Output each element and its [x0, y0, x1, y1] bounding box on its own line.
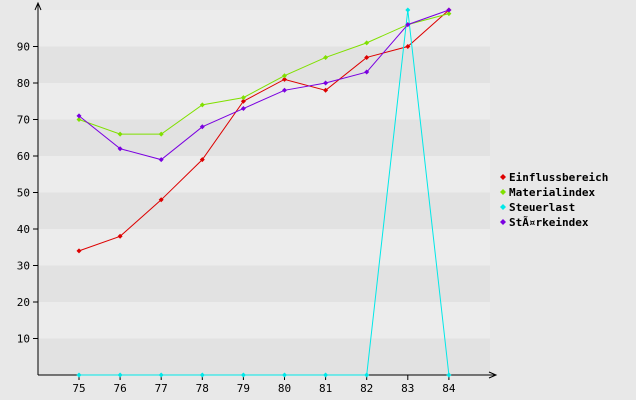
y-tick-label: 70	[17, 114, 30, 127]
legend-label: Steuerlast	[509, 201, 575, 214]
grid-band	[38, 156, 490, 193]
grid-band	[38, 10, 490, 47]
y-axis: 10 20 30 40 50 60 70 80 90	[17, 1, 42, 375]
x-tick-label: 76	[113, 382, 126, 395]
data-point	[446, 11, 452, 17]
series-line	[78, 13, 450, 135]
data-point	[364, 40, 370, 46]
data-point	[282, 372, 287, 378]
series-steuerlast	[76, 7, 452, 378]
data-point	[240, 372, 246, 378]
x-tick-label: 83	[401, 382, 414, 395]
series-line	[78, 9, 450, 161]
y-tick-label: 10	[17, 333, 30, 346]
grid-band	[38, 83, 490, 120]
data-point	[199, 372, 205, 378]
y-tick-label: 50	[17, 187, 30, 200]
data-point	[364, 54, 370, 60]
data-point	[117, 233, 123, 239]
plot-background-bands	[38, 10, 490, 375]
data-point	[76, 113, 82, 119]
data-point	[76, 372, 82, 378]
legend-item: Einflussbereich	[500, 171, 608, 184]
x-tick-label: 77	[155, 382, 168, 395]
legend: Einflussbereich Materialindex Steuerlast St…	[500, 171, 608, 229]
data-point	[282, 87, 287, 93]
data-point	[199, 157, 205, 163]
grid-band	[38, 229, 490, 266]
data-point	[405, 7, 411, 13]
grid-band	[38, 265, 490, 302]
data-point	[117, 131, 123, 137]
series-materialindex	[76, 11, 452, 137]
y-tick-label: 90	[17, 41, 30, 54]
x-tick-label: 82	[360, 382, 373, 395]
legend-item: Materialindex	[500, 186, 595, 199]
data-point	[158, 131, 164, 137]
data-point	[323, 80, 329, 86]
series-st-rkeindex	[76, 7, 452, 163]
legend-marker	[500, 219, 506, 225]
y-tick-label: 20	[17, 296, 30, 309]
data-point	[405, 44, 411, 49]
x-tick-label: 78	[196, 382, 209, 395]
data-point	[240, 106, 246, 112]
data-point	[158, 372, 164, 378]
series-line	[79, 9, 450, 376]
legend-marker	[500, 204, 506, 210]
grid-band	[38, 302, 490, 339]
legend-label: Einflussbereich	[509, 171, 608, 184]
y-tick-label: 40	[17, 223, 30, 236]
data-point	[76, 248, 82, 254]
data-point	[446, 372, 452, 378]
x-tick-label: 84	[442, 382, 456, 395]
legend-label: StÃ¤rkeindex	[509, 216, 589, 229]
x-tick-label: 80	[278, 382, 291, 395]
grid-band	[38, 119, 490, 156]
y-tick-label: 60	[17, 150, 30, 163]
data-point	[323, 54, 329, 60]
legend-item: StÃ¤rkeindex	[500, 216, 589, 229]
data-point	[282, 76, 287, 82]
y-axis-arrow	[34, 1, 42, 11]
y-tick-label: 30	[17, 260, 30, 273]
data-point	[405, 22, 411, 28]
legend-label: Materialindex	[509, 186, 595, 199]
data-point	[199, 102, 205, 108]
data-point	[117, 146, 123, 152]
legend-marker	[500, 189, 506, 195]
series-layer	[76, 7, 452, 378]
data-point	[446, 7, 452, 13]
legend-item: Steuerlast	[500, 201, 575, 214]
data-point	[158, 157, 164, 163]
x-axis-arrow	[488, 371, 498, 379]
x-tick-label: 81	[319, 382, 332, 395]
series-line	[78, 9, 450, 252]
data-point	[240, 98, 246, 104]
x-tick-label: 79	[237, 382, 250, 395]
data-point	[282, 73, 287, 79]
data-point	[364, 372, 370, 378]
grid-band	[38, 192, 490, 229]
data-point	[158, 197, 164, 203]
data-point	[76, 117, 82, 122]
legend-marker	[500, 174, 506, 180]
grid-band	[38, 46, 490, 83]
data-point	[323, 87, 329, 93]
data-point	[240, 95, 246, 101]
data-point	[117, 372, 123, 378]
data-point	[364, 69, 370, 75]
data-point	[323, 372, 329, 378]
data-point	[199, 124, 205, 130]
y-tick-label: 80	[17, 77, 30, 90]
x-tick-label: 75	[72, 382, 85, 395]
grid-band	[38, 338, 490, 375]
